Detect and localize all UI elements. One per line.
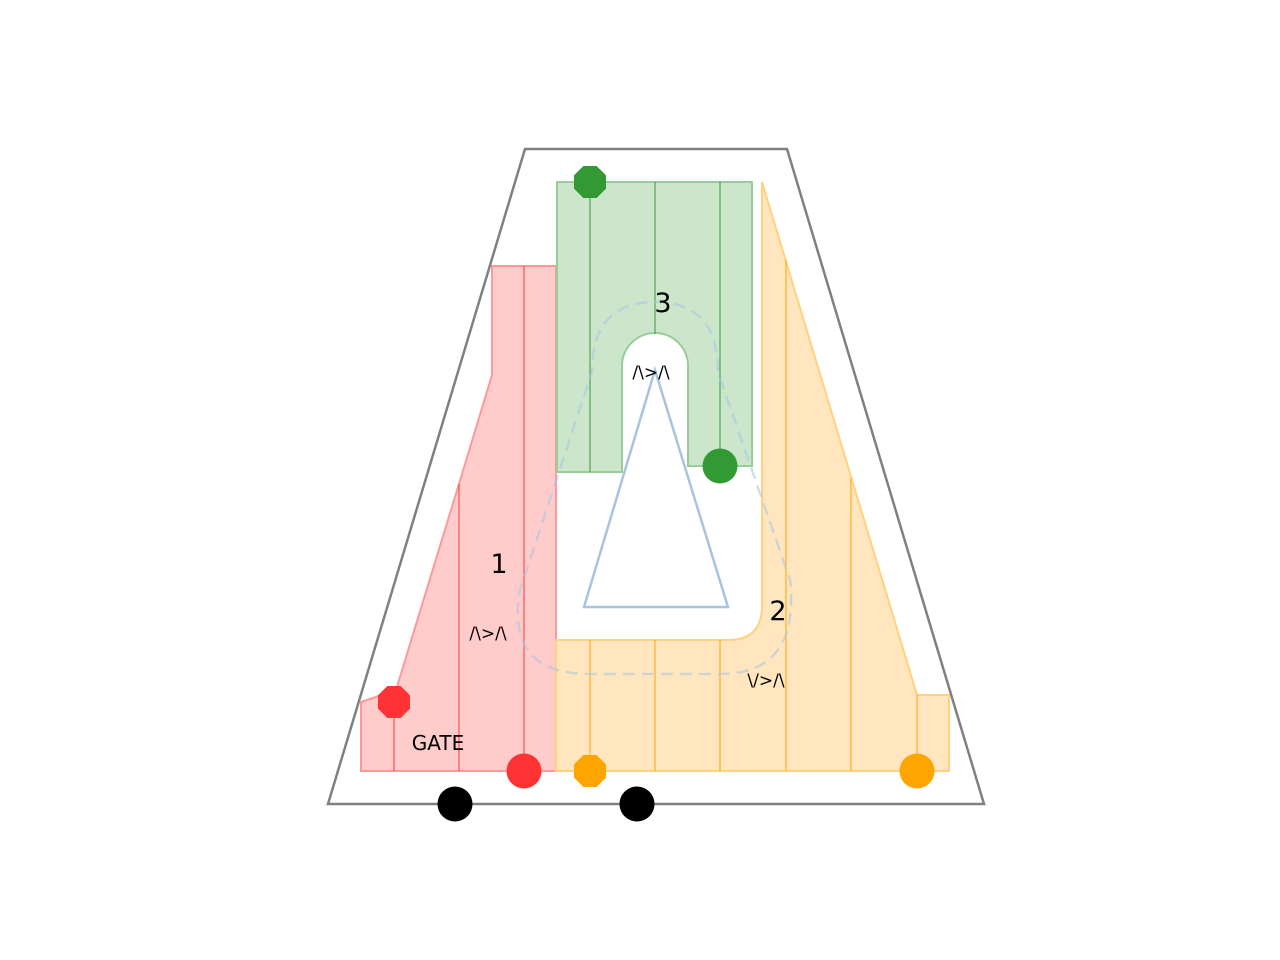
zone-3-annotation: /\>/\	[632, 363, 669, 383]
building-outline	[326, 147, 986, 806]
entrance-circle-icon-1	[437, 786, 473, 822]
zone-1-label: 1	[490, 549, 507, 580]
entrance-circle-icon-2	[619, 786, 655, 822]
route-loop	[516, 300, 793, 676]
zone-2-stripes	[589, 260, 918, 771]
markers	[378, 166, 935, 822]
zone-2-octagon-icon	[574, 755, 606, 787]
zone-1-annotation: /\>/\	[469, 624, 506, 644]
zone-2	[555, 181, 950, 772]
zone-1-circle-icon	[506, 753, 542, 789]
route-triangle	[582, 365, 730, 609]
zone-3	[556, 181, 753, 473]
zone-3-octagon-icon	[574, 166, 606, 198]
zone-2-circle-icon	[899, 753, 935, 789]
zone-3-circle-icon	[702, 448, 738, 484]
zone-3-stripes	[589, 182, 721, 472]
zone-1-octagon-icon	[378, 686, 410, 718]
zone-3-label: 3	[654, 288, 671, 319]
gate-label: GATE	[412, 731, 464, 755]
route	[516, 300, 793, 676]
zone-2-annotation: \/>/\	[747, 671, 784, 691]
zone-2-label: 2	[769, 596, 786, 627]
